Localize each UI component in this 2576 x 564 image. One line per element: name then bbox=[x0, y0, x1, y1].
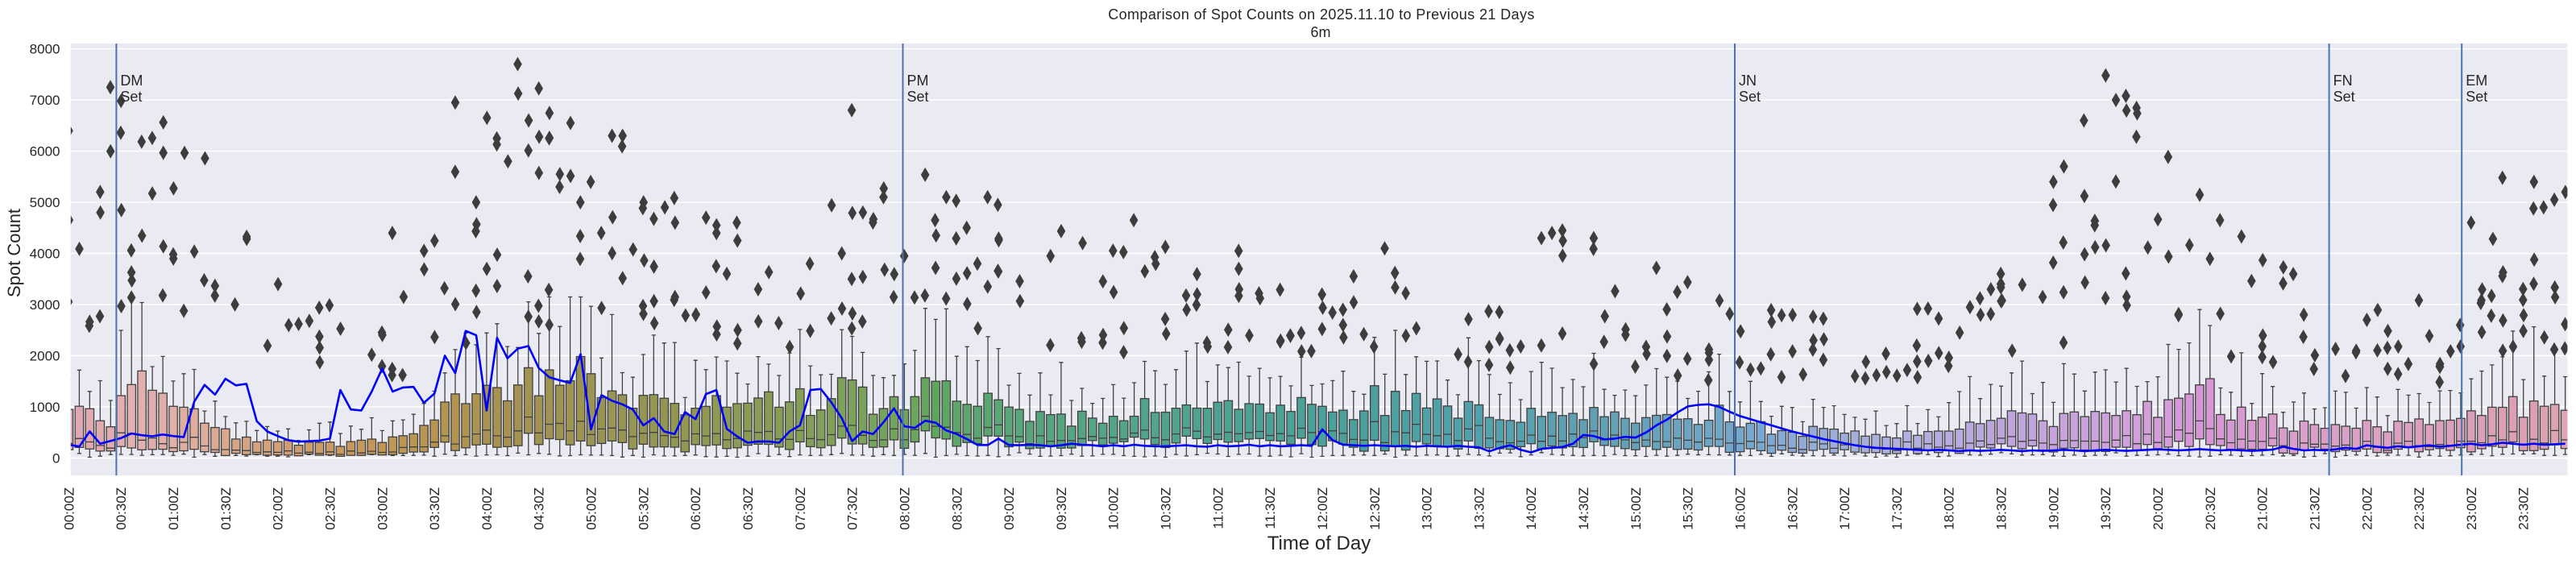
svg-text:Set: Set bbox=[2466, 89, 2487, 105]
svg-text:22:00Z: 22:00Z bbox=[2359, 487, 2375, 530]
svg-text:00:30Z: 00:30Z bbox=[114, 487, 129, 530]
svg-text:16:00Z: 16:00Z bbox=[1733, 487, 1748, 530]
svg-text:03:30Z: 03:30Z bbox=[427, 487, 442, 530]
svg-text:Set: Set bbox=[120, 89, 142, 105]
svg-text:17:00Z: 17:00Z bbox=[1837, 487, 1852, 530]
svg-text:09:30Z: 09:30Z bbox=[1054, 487, 1069, 530]
svg-text:00:00Z: 00:00Z bbox=[61, 487, 77, 530]
svg-text:04:30Z: 04:30Z bbox=[532, 487, 547, 530]
svg-text:22:30Z: 22:30Z bbox=[2412, 487, 2427, 530]
svg-text:14:30Z: 14:30Z bbox=[1576, 487, 1591, 530]
svg-text:13:30Z: 13:30Z bbox=[1471, 487, 1487, 530]
svg-text:02:30Z: 02:30Z bbox=[323, 487, 338, 530]
svg-text:05:30Z: 05:30Z bbox=[636, 487, 651, 530]
svg-text:05:00Z: 05:00Z bbox=[584, 487, 599, 530]
svg-text:Comparison of Spot Counts on 2: Comparison of Spot Counts on 2025.11.10 … bbox=[1108, 6, 1535, 23]
svg-text:23:00Z: 23:00Z bbox=[2464, 487, 2479, 530]
svg-text:FN: FN bbox=[2333, 73, 2353, 89]
svg-text:15:00Z: 15:00Z bbox=[1628, 487, 1644, 530]
svg-text:15:30Z: 15:30Z bbox=[1681, 487, 1696, 530]
svg-text:1000: 1000 bbox=[30, 400, 60, 415]
svg-text:0: 0 bbox=[52, 451, 60, 467]
svg-text:08:30Z: 08:30Z bbox=[949, 487, 964, 530]
svg-text:23:30Z: 23:30Z bbox=[2516, 487, 2532, 530]
svg-text:3000: 3000 bbox=[30, 297, 60, 313]
svg-text:EM: EM bbox=[2466, 73, 2487, 89]
svg-text:08:00Z: 08:00Z bbox=[897, 487, 912, 530]
svg-text:Set: Set bbox=[907, 89, 929, 105]
svg-text:01:00Z: 01:00Z bbox=[166, 487, 181, 530]
svg-text:02:00Z: 02:00Z bbox=[271, 487, 286, 530]
svg-text:2000: 2000 bbox=[30, 349, 60, 364]
svg-text:17:30Z: 17:30Z bbox=[1889, 487, 1905, 530]
svg-text:03:00Z: 03:00Z bbox=[375, 487, 390, 530]
svg-text:18:00Z: 18:00Z bbox=[1942, 487, 1957, 530]
svg-text:21:00Z: 21:00Z bbox=[2255, 487, 2271, 530]
svg-text:18:30Z: 18:30Z bbox=[1994, 487, 2010, 530]
svg-text:09:00Z: 09:00Z bbox=[1002, 487, 1017, 530]
svg-text:Spot Count: Spot Count bbox=[4, 209, 24, 297]
svg-text:14:00Z: 14:00Z bbox=[1524, 487, 1539, 530]
svg-text:10:30Z: 10:30Z bbox=[1159, 487, 1174, 530]
svg-text:4000: 4000 bbox=[30, 247, 60, 262]
svg-text:6000: 6000 bbox=[30, 144, 60, 160]
svg-text:JN: JN bbox=[1739, 73, 1757, 89]
svg-text:06:00Z: 06:00Z bbox=[688, 487, 703, 530]
svg-text:DM: DM bbox=[120, 73, 143, 89]
svg-text:19:00Z: 19:00Z bbox=[2046, 487, 2061, 530]
svg-text:20:00Z: 20:00Z bbox=[2151, 487, 2166, 530]
svg-text:Set: Set bbox=[1739, 89, 1761, 105]
svg-text:07:00Z: 07:00Z bbox=[793, 487, 808, 530]
svg-text:16:30Z: 16:30Z bbox=[1785, 487, 1800, 530]
svg-text:01:30Z: 01:30Z bbox=[218, 487, 234, 530]
svg-text:11:30Z: 11:30Z bbox=[1263, 487, 1278, 529]
svg-text:PM: PM bbox=[907, 73, 929, 89]
svg-text:13:00Z: 13:00Z bbox=[1420, 487, 1435, 530]
svg-text:06:30Z: 06:30Z bbox=[740, 487, 756, 530]
svg-text:20:30Z: 20:30Z bbox=[2203, 487, 2218, 530]
svg-text:07:30Z: 07:30Z bbox=[845, 487, 861, 530]
svg-text:19:30Z: 19:30Z bbox=[2098, 487, 2113, 530]
svg-text:7000: 7000 bbox=[30, 93, 60, 108]
svg-text:10:00Z: 10:00Z bbox=[1106, 487, 1122, 530]
svg-text:12:30Z: 12:30Z bbox=[1367, 487, 1383, 530]
svg-text:21:30Z: 21:30Z bbox=[2307, 487, 2322, 530]
svg-text:6m: 6m bbox=[1310, 24, 1330, 40]
svg-text:5000: 5000 bbox=[30, 195, 60, 210]
svg-text:Time of Day: Time of Day bbox=[1267, 533, 1371, 554]
svg-text:Set: Set bbox=[2333, 89, 2355, 105]
svg-text:04:00Z: 04:00Z bbox=[479, 487, 495, 530]
svg-text:12:00Z: 12:00Z bbox=[1315, 487, 1330, 530]
svg-text:11:00Z: 11:00Z bbox=[1210, 487, 1226, 529]
svg-text:8000: 8000 bbox=[30, 42, 60, 57]
